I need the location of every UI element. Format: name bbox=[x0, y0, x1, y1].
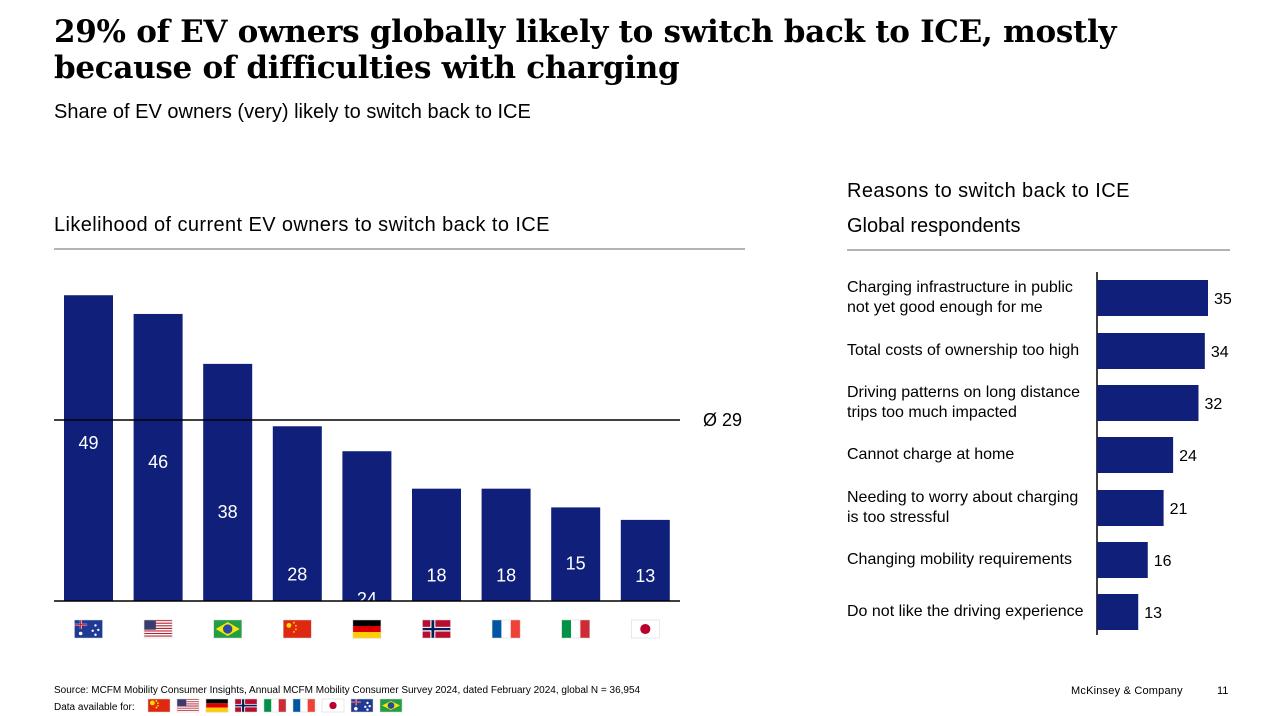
average-label: Ø 29 bbox=[703, 410, 742, 430]
left-chart-rule bbox=[54, 248, 745, 250]
country-flag-icon bbox=[74, 619, 103, 639]
country-bar-value: 49 bbox=[78, 433, 98, 453]
reason-bar bbox=[1097, 333, 1205, 369]
brand-name: McKinsey & Company bbox=[1071, 685, 1183, 697]
country-bar-value: 18 bbox=[496, 566, 516, 586]
left-chart-title: Likelihood of current EV owners to switc… bbox=[54, 214, 550, 236]
country-bar bbox=[412, 488, 461, 601]
reason-bar bbox=[1097, 594, 1139, 630]
right-chart-title: Reasons to switch back to ICE bbox=[847, 180, 1130, 202]
reason-category-label: Driving patterns on long distance trips … bbox=[847, 384, 1081, 421]
country-flag-icon bbox=[352, 619, 382, 639]
data-available-flag-icon bbox=[234, 698, 258, 713]
country-bar bbox=[481, 488, 531, 601]
page-title: 29% of EV owners globally likely to swit… bbox=[54, 14, 1117, 86]
country-flag-icon bbox=[561, 619, 590, 639]
right-chart-subtitle: Global respondents bbox=[847, 215, 1021, 237]
country-bar-value: 38 bbox=[218, 502, 238, 522]
reason-bar-value: 35 bbox=[1214, 291, 1232, 308]
data-available-flag-icon bbox=[379, 698, 403, 713]
country-bar bbox=[203, 363, 253, 601]
reason-bar-value: 34 bbox=[1211, 344, 1229, 361]
country-bar-value: 24 bbox=[357, 589, 377, 609]
country-bar-value: 13 bbox=[635, 566, 655, 586]
country-bar bbox=[620, 519, 670, 601]
country-flag-icon bbox=[631, 619, 660, 639]
country-bar-value: 15 bbox=[566, 553, 586, 573]
reason-bar bbox=[1097, 542, 1148, 578]
reason-category-label: Charging infrastructure in public not ye… bbox=[847, 279, 1073, 316]
data-available-flag-icon bbox=[321, 698, 345, 713]
data-available-flag-icon bbox=[147, 698, 171, 713]
data-available-flag-icon bbox=[176, 698, 200, 713]
country-bar bbox=[272, 426, 322, 601]
reason-bar bbox=[1097, 385, 1199, 421]
country-bar-value: 28 bbox=[287, 564, 307, 584]
reason-bar bbox=[1097, 280, 1208, 316]
country-bar bbox=[64, 295, 113, 601]
country-bar-value: 46 bbox=[148, 452, 168, 472]
data-available-flag-icon bbox=[205, 698, 229, 713]
reason-category-label: Do not like the driving experience bbox=[847, 603, 1084, 620]
data-available-flag-icon bbox=[292, 698, 316, 713]
country-flag-icon bbox=[213, 619, 242, 639]
country-flag-icon bbox=[422, 619, 451, 639]
data-available-note: Data available for: bbox=[54, 702, 135, 713]
reason-category-label: Needing to worry about charging is too s… bbox=[847, 489, 1079, 526]
country-flag-icon bbox=[491, 619, 521, 639]
data-available-flag-icon bbox=[263, 698, 287, 713]
country-flag-icon bbox=[143, 619, 173, 639]
reason-bar-value: 16 bbox=[1154, 553, 1172, 570]
data-available-label: Data available for: bbox=[54, 702, 135, 713]
reason-category-label: Total costs of ownership too high bbox=[847, 342, 1080, 359]
reason-bar bbox=[1097, 437, 1174, 473]
country-bar-value: 18 bbox=[426, 566, 446, 586]
reason-bar-value: 32 bbox=[1204, 396, 1222, 413]
country-bar bbox=[342, 451, 392, 601]
reason-category-label: Changing mobility requirements bbox=[847, 551, 1072, 568]
page-subtitle: Share of EV owners (very) likely to swit… bbox=[54, 101, 531, 123]
data-available-flag-icon bbox=[350, 698, 374, 713]
country-bar bbox=[133, 313, 183, 601]
country-flag-icon bbox=[283, 619, 312, 639]
country-bar bbox=[551, 507, 601, 601]
right-chart-rule bbox=[847, 249, 1230, 251]
reason-bar-value: 24 bbox=[1179, 448, 1197, 465]
page-number: 11 bbox=[1217, 685, 1229, 697]
reason-bar bbox=[1097, 490, 1164, 526]
source-note: Source: MCFM Mobility Consumer Insights,… bbox=[54, 685, 641, 696]
reason-category-label: Cannot charge at home bbox=[847, 446, 1015, 463]
reason-bar-value: 13 bbox=[1144, 605, 1162, 622]
reason-bar-value: 21 bbox=[1170, 501, 1188, 518]
